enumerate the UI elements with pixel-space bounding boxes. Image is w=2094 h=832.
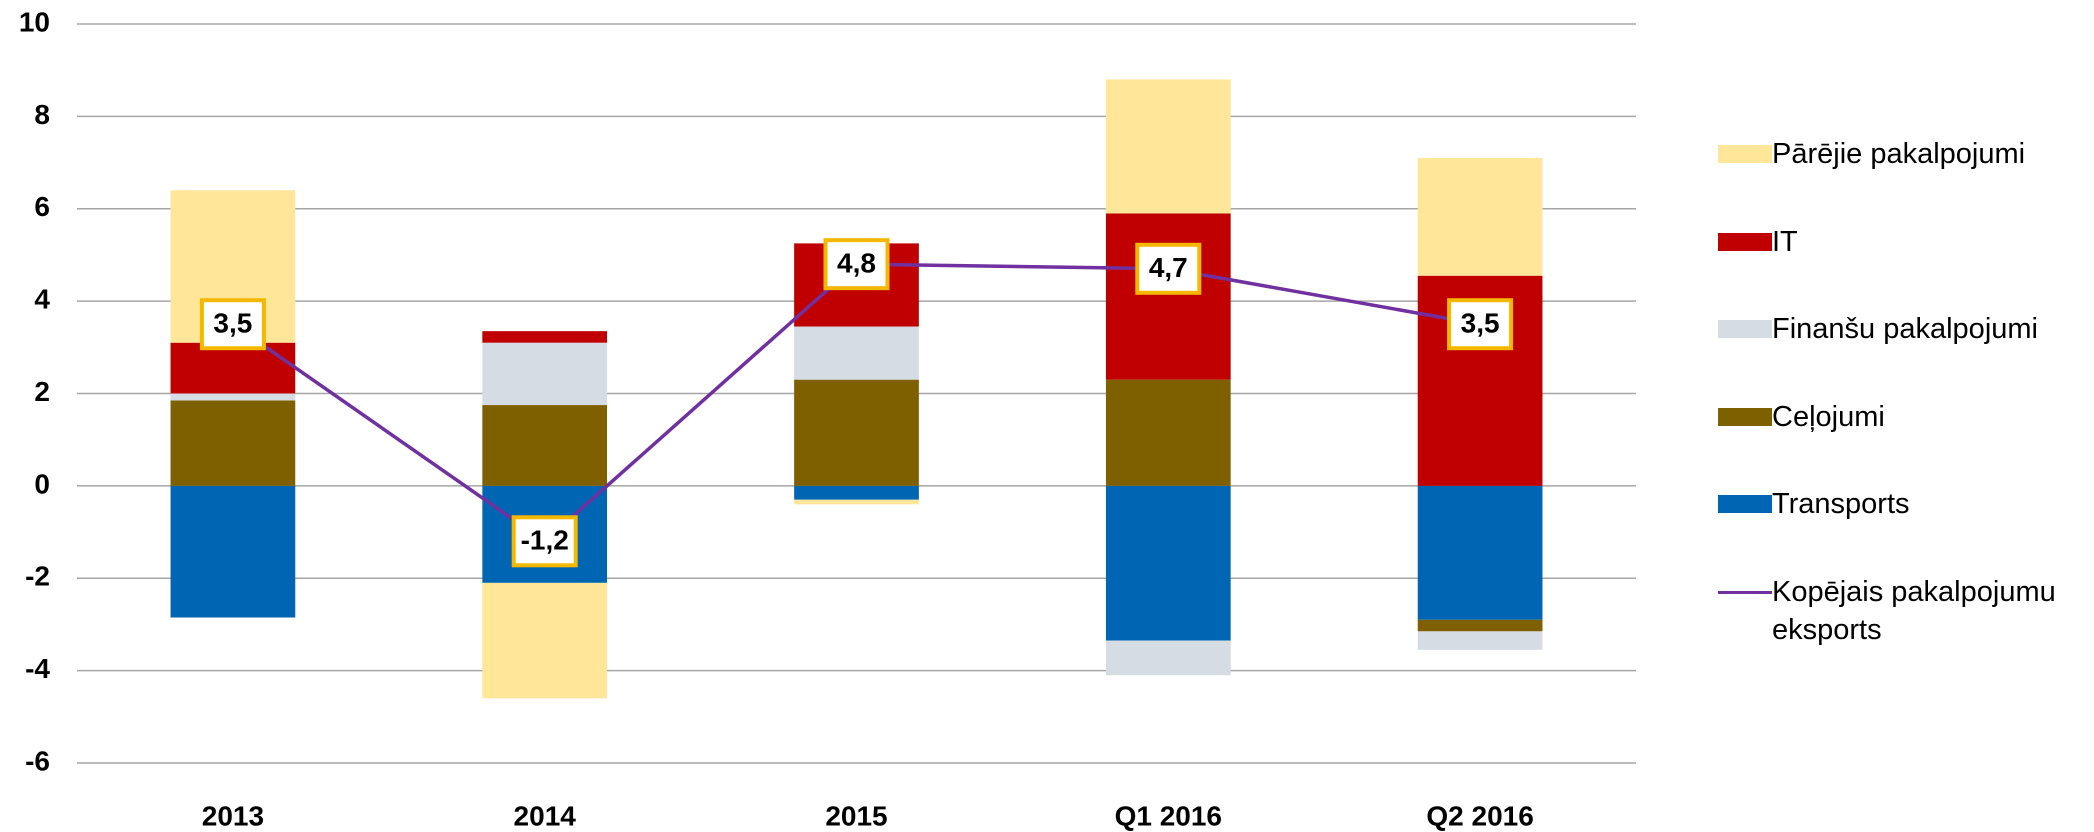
legend-label: Transports <box>1772 488 1910 520</box>
data-label: 3,5 <box>1461 308 1500 339</box>
legend-swatch <box>1718 590 1772 594</box>
legend-item: Finanšu pakalpojumi <box>1718 310 2088 348</box>
data-label: -1,2 <box>521 525 569 556</box>
y-tick-label: 0 <box>34 468 50 499</box>
x-tick-label: 2013 <box>202 800 264 831</box>
data-label: 4,7 <box>1149 252 1188 283</box>
bar-segment <box>794 379 919 486</box>
bar-segment <box>794 326 919 380</box>
legend-swatch <box>1718 495 1772 513</box>
y-tick-label: -4 <box>25 653 50 684</box>
label-box <box>1447 298 1514 351</box>
legend-item: Ceļojumi <box>1718 398 2088 436</box>
y-tick-label: 2 <box>34 376 50 407</box>
label-box <box>1135 242 1202 295</box>
label-box <box>511 515 578 568</box>
data-label: 3,5 <box>213 308 252 339</box>
bar-segment <box>1417 619 1543 632</box>
legend-label: Finanšu pakalpojumi <box>1772 313 2038 345</box>
label-box <box>823 238 890 291</box>
x-tick-label: 2014 <box>514 800 577 831</box>
bar-segment <box>794 485 919 500</box>
label-box <box>199 298 266 351</box>
legend-label: Kopējais pakalpojumu eksports <box>1772 575 2056 646</box>
bar-segment <box>1105 485 1231 641</box>
bar-segment <box>170 393 296 401</box>
legend-label: Ceļojumi <box>1772 400 1885 433</box>
bar-segment <box>1417 485 1543 620</box>
y-tick-label: -2 <box>25 561 50 592</box>
bar-segment <box>482 331 608 343</box>
legend-swatch <box>1718 145 1772 163</box>
bar-segment <box>1105 79 1231 214</box>
bar-segment <box>1417 631 1543 650</box>
x-tick-label: 2015 <box>825 800 887 831</box>
y-tick-label: 8 <box>34 99 50 130</box>
bar-segment <box>1105 213 1231 380</box>
legend-item: Pārējie pakalpojumi <box>1718 135 2088 173</box>
legend-item: Transports <box>1718 485 2088 523</box>
y-tick-label: 10 <box>19 6 50 37</box>
data-label: 4,8 <box>837 248 876 279</box>
bar-segment <box>1105 640 1231 676</box>
bar-segment <box>482 582 608 699</box>
bar-segment <box>482 405 608 486</box>
bar-segment <box>482 342 608 406</box>
x-tick-label: Q2 2016 <box>1426 800 1533 831</box>
bar-segment <box>1105 379 1231 486</box>
bar-segment <box>794 499 919 505</box>
bar-segment <box>170 400 296 486</box>
y-tick-label: 6 <box>34 191 50 222</box>
legend-swatch <box>1718 407 1772 426</box>
legend-label: Pārējie pakalpojumi <box>1772 138 2026 170</box>
legend-label: IT <box>1772 225 1798 258</box>
y-tick-label: -6 <box>25 745 50 776</box>
bar-segment <box>170 485 296 618</box>
x-tick-label: Q1 2016 <box>1115 800 1222 831</box>
legend-item: Kopējais pakalpojumu eksports <box>1718 573 2088 649</box>
legend-swatch <box>1718 320 1772 338</box>
bar-segment <box>1417 157 1543 276</box>
y-tick-label: 4 <box>34 284 50 315</box>
legend-item: IT <box>1718 223 2088 261</box>
legend-swatch <box>1718 232 1772 251</box>
bar-segment <box>170 342 296 394</box>
